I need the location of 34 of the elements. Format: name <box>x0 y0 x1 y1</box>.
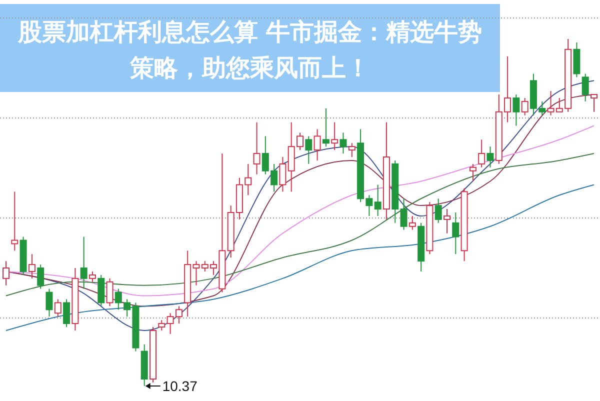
candlestick <box>444 208 450 234</box>
candlestick <box>340 132 347 154</box>
candlestick <box>314 128 321 161</box>
chart-title: 股票加杠杆利息怎么算 牛市掘金：精选牛势策略，助您乘风而上！ <box>16 18 482 82</box>
candlestick <box>408 215 416 230</box>
candlestick <box>331 122 338 151</box>
candlestick <box>478 139 486 168</box>
candlestick <box>348 142 356 158</box>
candlestick <box>28 254 36 279</box>
candlestick <box>279 156 286 192</box>
candlestick <box>305 136 312 164</box>
candlestick <box>400 198 408 230</box>
candlestick <box>374 184 382 216</box>
candlestick <box>469 163 476 182</box>
candlestick <box>452 212 460 255</box>
annotation: 10.37 <box>162 378 198 394</box>
candlestick <box>590 94 598 112</box>
candlestick <box>11 191 18 252</box>
candlestick <box>434 198 442 224</box>
candlestick <box>521 97 528 116</box>
candlestick <box>582 73 589 102</box>
candlestick <box>486 146 494 168</box>
candlestick <box>253 122 260 175</box>
candlestick <box>512 94 520 126</box>
candlestick <box>46 288 53 318</box>
candlestick <box>106 278 114 307</box>
candlestick <box>158 320 166 331</box>
candlestick <box>322 108 330 148</box>
candlestick <box>2 260 10 286</box>
candlestick <box>63 298 70 328</box>
candlestick <box>37 264 44 290</box>
candlestick <box>80 236 88 290</box>
candlestick <box>54 298 62 318</box>
candlestick <box>88 270 96 282</box>
